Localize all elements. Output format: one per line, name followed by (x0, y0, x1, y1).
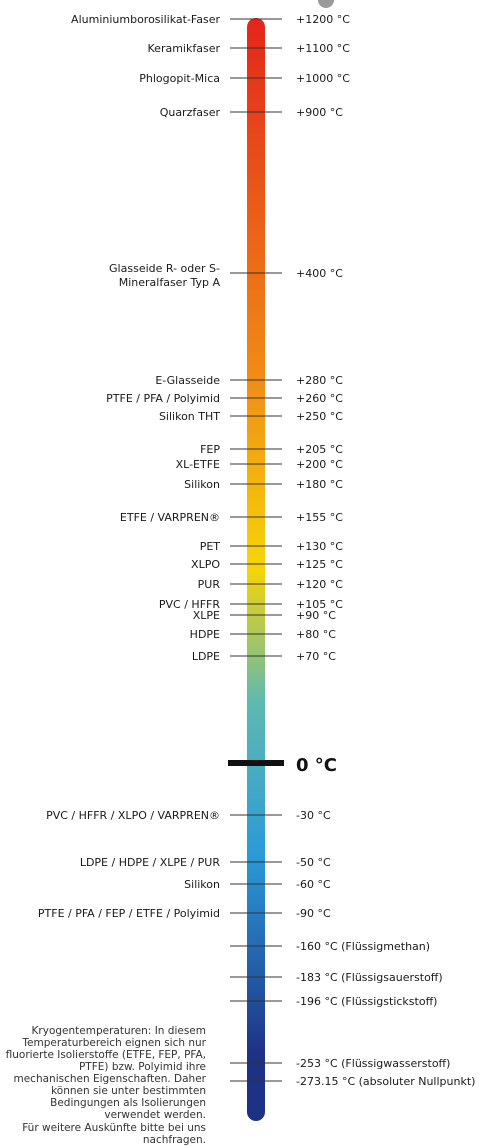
temperature-label: +1100 °C (296, 42, 350, 55)
temperature-label: +90 °C (296, 609, 336, 622)
temperature-label: +200 °C (296, 458, 343, 471)
temperature-label: +120 °C (296, 578, 343, 591)
temperature-label: +900 °C (296, 106, 343, 119)
material-label: LDPE (192, 650, 220, 663)
material-label: Quarzfaser (160, 106, 221, 119)
material-label: PET (200, 540, 221, 553)
cryogenic-note-text: Kryogentemperaturen: In diesem Temperatu… (5, 1025, 206, 1121)
temperature-label: +250 °C (296, 410, 343, 423)
material-label: XLPO (191, 558, 220, 571)
thermometer-bar (247, 18, 265, 1121)
material-label: PTFE / PFA / FEP / ETFE / Polyimid (38, 907, 220, 920)
temperature-label: -273.15 °C (absoluter Nullpunkt) (296, 1075, 475, 1088)
top-circle-decoration (318, 0, 334, 8)
temperature-label: +400 °C (296, 267, 343, 280)
cryogenic-notes: Kryogentemperaturen: In diesem Temperatu… (0, 1025, 206, 1146)
temperature-label: +1000 °C (296, 72, 350, 85)
temperature-label: -30 °C (296, 809, 331, 822)
zero-label: 0 °C (296, 755, 337, 776)
temperature-label: -160 °C (Flüssigmethan) (296, 940, 430, 953)
temperature-label: +105 °C (296, 598, 343, 611)
temperature-label: +155 °C (296, 511, 343, 524)
temperature-label: +130 °C (296, 540, 343, 553)
material-label: XL-ETFE (176, 458, 220, 471)
temperature-label: +205 °C (296, 443, 343, 456)
temperature-label: -196 °C (Flüssigstickstoff) (296, 995, 437, 1008)
material-label: E-Glasseide (155, 374, 220, 387)
temperature-label: +260 °C (296, 392, 343, 405)
temperature-label: +180 °C (296, 478, 343, 491)
temperature-label: -90 °C (296, 907, 331, 920)
temperature-label: +1200 °C (296, 13, 350, 26)
material-label: ETFE / VARPREN® (120, 511, 220, 524)
material-label: PUR (198, 578, 221, 591)
material-label: Silikon THT (159, 410, 220, 423)
material-label: LDPE / HDPE / XLPE / PUR (80, 856, 221, 869)
material-label: Aluminiumborosilikat-Faser (71, 13, 220, 26)
material-label: PVC / HFFR / XLPO / VARPREN® (46, 809, 220, 822)
material-label: PVC / HFFR (159, 598, 220, 611)
temperature-label: +70 °C (296, 650, 336, 663)
temperature-label: +80 °C (296, 628, 336, 641)
material-label: Silikon (184, 478, 220, 491)
material-label: Glasseide R- oder S- (109, 262, 220, 275)
material-label: HDPE (190, 628, 220, 641)
temperature-label: +280 °C (296, 374, 343, 387)
material-label: Phlogopit-Mica (139, 72, 220, 85)
temperature-label: +125 °C (296, 558, 343, 571)
material-label: Silikon (184, 878, 220, 891)
zero-marker (228, 760, 284, 766)
material-label: Keramikfaser (148, 42, 221, 55)
contact-note-text: Für weitere Auskünfte bitte bei uns nach… (22, 1122, 206, 1146)
temperature-label: -253 °C (Flüssigwasserstoff) (296, 1057, 450, 1070)
temperature-label: -183 °C (Flüssigsauerstoff) (296, 971, 443, 984)
material-label: XLPE (193, 609, 220, 622)
material-label: FEP (200, 443, 220, 456)
temperature-label: -60 °C (296, 878, 331, 891)
material-label: Mineralfaser Typ A (119, 276, 221, 289)
temperature-label: -50 °C (296, 856, 331, 869)
material-label: PTFE / PFA / Polyimid (106, 392, 220, 405)
